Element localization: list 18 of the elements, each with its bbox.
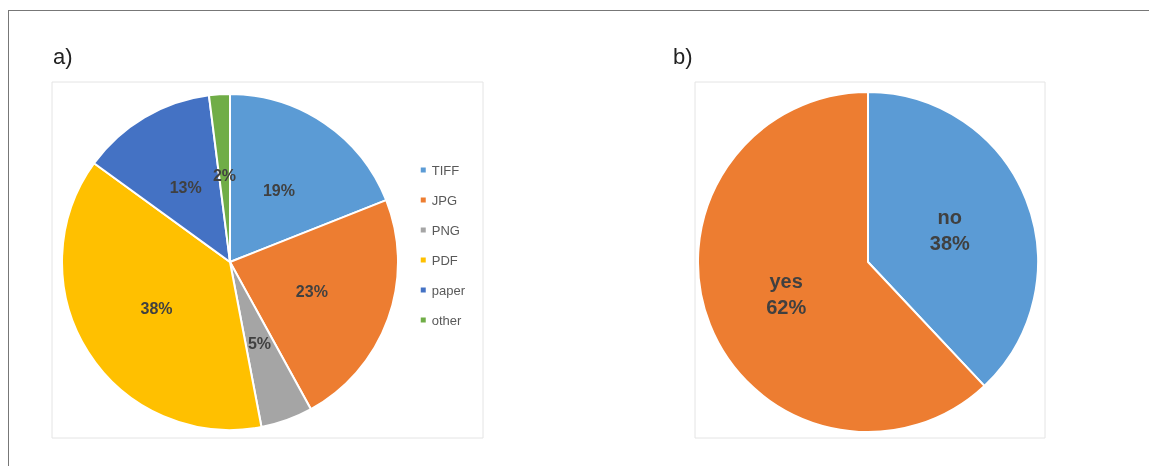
data-label: 23% [295,282,328,300]
legend-label: TIFF [431,162,460,178]
slice-label: no [937,205,963,228]
chart-title: a) [53,43,73,69]
legend-label: JPG [431,192,458,208]
legend-label: paper [431,282,466,298]
slice-label: yes [769,270,803,293]
data-label: 5% [247,335,272,353]
data-label: 19% [262,181,295,199]
legend-label: other [431,312,463,328]
data-label: 2% [212,166,237,184]
data-label: 13% [169,178,202,196]
data-label: 38% [929,231,971,254]
legend-label: PDF [431,252,458,268]
chart-title: b) [673,43,693,69]
data-label: 62% [766,296,807,319]
legend-label: PNG [431,222,460,238]
data-label: 38% [140,300,173,318]
